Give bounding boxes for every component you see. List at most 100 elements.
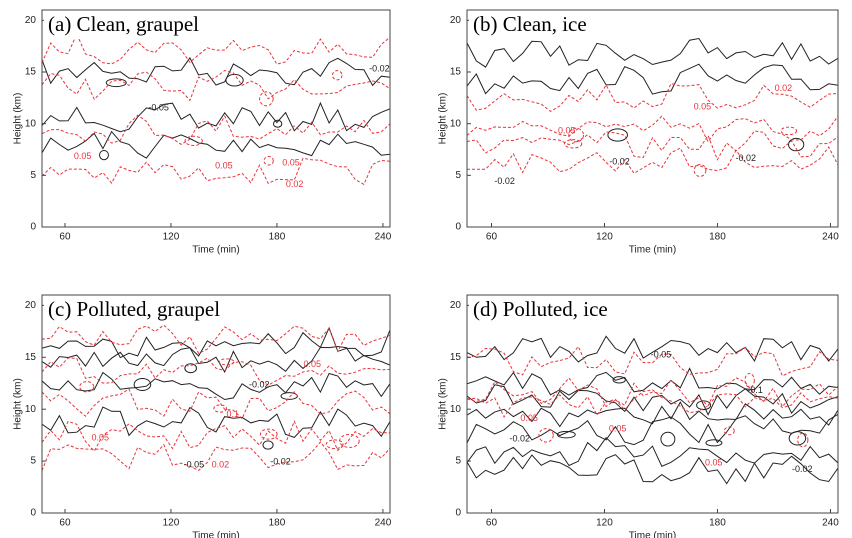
contour-loop [105,78,127,88]
contour-line [467,82,838,113]
contour-label: -0.02 [249,380,270,390]
contour-line [42,406,390,438]
plot-frame [466,294,839,514]
panel-title: (a) Clean, graupel [48,12,199,36]
plot-frame [41,9,391,228]
contour-label: 0.02 [286,179,304,189]
plot-frame [466,9,839,228]
contour-loop [797,432,809,448]
contour-loop [788,137,805,152]
title-bg [44,297,234,323]
contour-label: -0.05 [148,103,169,113]
contour-loop [184,135,203,146]
contour-line [467,454,838,485]
title-bg [469,12,659,38]
contour-loop [259,428,278,440]
panel-title: (c) Polluted, graupel [48,297,220,321]
y-tick-label: 20 [25,15,37,26]
contour-loop [133,377,152,391]
contour-loop [272,119,283,128]
contour-loop [263,156,274,166]
contour-label: 0.05 [215,160,233,170]
contour-label: 0.02 [212,460,230,470]
contour-line [467,377,838,408]
y-tick-label: 15 [25,67,37,78]
y-tick-label: 15 [25,352,37,363]
contour-loop [556,430,576,439]
contour-loop [99,149,109,161]
contour-line [42,371,390,401]
y-axis-label: Height (km) [438,93,449,145]
contour-loop [744,372,755,388]
contour-line [467,401,838,428]
x-tick-label: 240 [375,518,392,529]
contour-label: -0.02 [494,176,515,186]
panel-title: (d) Polluted, ice [473,297,608,321]
contour-label: 0.05 [282,157,300,167]
y-tick-label: 5 [455,456,461,467]
title-bg [469,297,659,323]
contour-line [42,69,390,102]
contour-loop [213,404,228,413]
contour-line [467,413,838,446]
y-axis-label: Height (km) [13,378,24,430]
contour-line [42,388,390,420]
y-tick-label: 15 [450,352,462,363]
y-tick-label: 20 [450,300,462,311]
contour-line [467,130,838,161]
contour-label: 0.05 [705,458,723,468]
contour-label: -0.02 [270,457,291,467]
x-axis-label: Time (min) [629,531,676,538]
contour-loop [259,91,274,107]
contour-line [42,157,390,186]
contour-line [42,32,390,65]
contour-line [467,367,838,396]
contour-line [42,420,390,453]
contour-label: 0.02 [775,83,793,93]
contour-line [467,384,838,416]
contour-line [467,345,838,377]
x-tick-label: 240 [375,232,392,243]
y-tick-label: 10 [25,118,37,129]
panel: -0.02 -0.05 0.05 0.05 0.02 0.05 60 120 180 240 0 5 1… [13,9,392,256]
contour-label: -0.05 [184,460,205,470]
contour-loop [612,376,626,384]
y-tick-label: 5 [30,170,36,181]
contour-line [42,441,390,471]
x-tick-label: 120 [596,518,613,529]
panel: -0.05 -0.1 0.05 0.05 -0.02 0.05 -0.02 60 120 180 2… [438,294,839,538]
x-tick-label: 120 [163,232,180,243]
y-tick-label: 10 [450,118,462,129]
x-tick-label: 180 [269,232,286,243]
contour-loop [563,139,583,149]
contour-loop [705,439,723,447]
panel-title: (b) Clean, ice [473,12,587,36]
contour-loop [788,431,807,446]
title-bg [44,12,234,38]
panel: 0.05 -0.02 0.1 0.05 -0.05 0.02 -0.02 60 120 180 24… [13,294,392,538]
y-tick-label: 10 [450,404,462,415]
contour-label: -0.02 [369,63,390,73]
contour-loop [660,431,676,447]
x-tick-label: 180 [709,518,726,529]
y-tick-label: 0 [455,222,461,233]
x-tick-label: 180 [709,232,726,243]
contour-label: 0.05 [92,433,110,443]
y-tick-label: 10 [25,404,37,415]
contour-label: 0.05 [558,125,576,135]
x-tick-label: 60 [59,232,71,243]
contour-line [42,56,390,87]
contour-loop [184,363,197,374]
contour-label: -0.02 [609,156,630,166]
x-axis-label: Time (min) [629,245,676,256]
contour-line [42,101,390,133]
contour-loop [262,440,274,450]
y-tick-label: 20 [450,15,462,26]
contour-label: -0.1 [747,385,763,395]
contour-line [42,324,390,355]
y-tick-label: 0 [30,508,36,519]
contour-loop [325,439,344,450]
contour-label: 0.05 [74,151,92,161]
y-axis-label: Height (km) [13,93,24,145]
